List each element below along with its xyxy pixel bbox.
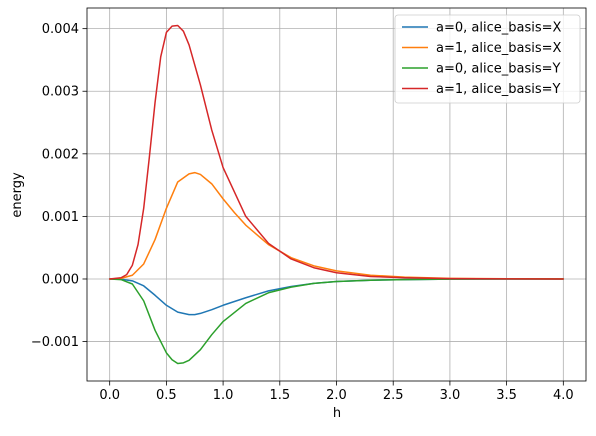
x-axis-label: h: [333, 406, 341, 421]
y-tick-label: 0.001: [42, 210, 79, 225]
x-tick-label: 0.0: [99, 388, 120, 403]
y-tick-label: −0.001: [31, 335, 79, 350]
legend-label: a=1, alice_basis=Y: [436, 82, 560, 97]
y-tick-label: 0.003: [42, 85, 79, 100]
series-lines: [108, 24, 565, 365]
x-tick-label: 2.5: [383, 388, 404, 403]
x-tick-label: 0.5: [156, 388, 177, 403]
y-tick-label: 0.002: [42, 147, 79, 162]
legend-label: a=1, alice_basis=X: [436, 41, 561, 56]
legend: a=0, alice_basis=X a=1, alice_basis=X a=0,…: [394, 14, 581, 104]
x-axis-ticks: 0.0 0.5 1.0 1.5 2.0 2.5 3.0 3.5 4.0: [99, 381, 574, 403]
x-tick-label: 3.5: [496, 388, 517, 403]
x-tick-label: 4.0: [553, 388, 574, 403]
x-tick-label: 1.0: [213, 388, 234, 403]
x-tick-label: 3.0: [440, 388, 461, 403]
y-tick-label: 0.004: [42, 22, 79, 37]
legend-box: [394, 14, 581, 104]
legend-label: a=0, alice_basis=Y: [436, 62, 560, 77]
y-axis-ticks: −0.001 0.000 0.001 0.002 0.003 0.004: [31, 22, 87, 350]
series-line-1: [108, 171, 565, 280]
y-axis-label: energy: [10, 172, 25, 218]
series-line-2: [108, 278, 565, 365]
x-tick-label: 2.0: [326, 388, 347, 403]
y-tick-label: 0.000: [42, 272, 79, 287]
legend-label: a=0, alice_basis=X: [436, 21, 561, 36]
series-line-3: [108, 24, 565, 280]
x-tick-label: 1.5: [269, 388, 290, 403]
